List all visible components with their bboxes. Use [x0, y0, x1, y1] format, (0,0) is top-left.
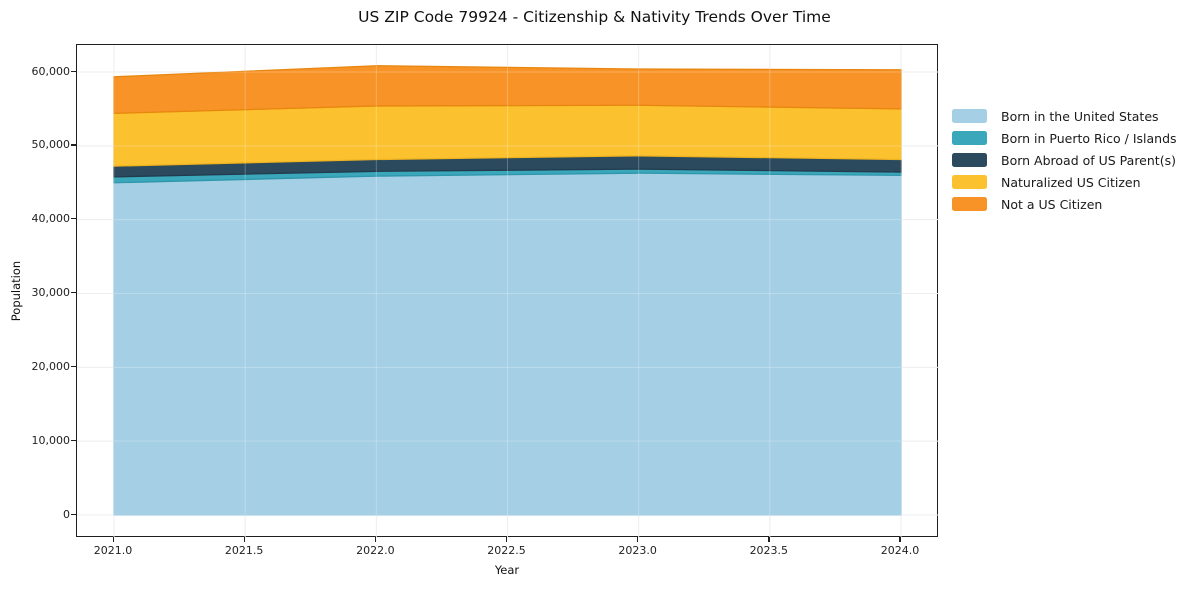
x-tick-mark — [374, 537, 377, 542]
x-tick-mark — [505, 537, 508, 542]
x-tick-mark — [768, 537, 770, 542]
legend-label: Not a US Citizen — [1001, 196, 1103, 212]
chart-legend: Born in the United States Born in Puerto … — [952, 105, 1177, 215]
x-tick-label: 2023.0 — [618, 544, 657, 557]
legend-label: Born Abroad of US Parent(s) — [1001, 152, 1176, 168]
x-tick-mark — [637, 537, 639, 542]
y-tick-mark — [71, 70, 76, 72]
legend-label: Born in Puerto Rico / Islands — [1001, 130, 1177, 146]
x-tick-mark — [899, 537, 901, 542]
x-tick-label: 2024.0 — [880, 544, 920, 557]
y-tick-mark — [71, 218, 76, 220]
y-tick-label: 0 — [63, 507, 70, 521]
legend-swatch — [952, 109, 987, 123]
y-tick-label: 40,000 — [31, 212, 71, 226]
legend-swatch — [952, 197, 987, 211]
x-axis-label: Year — [494, 563, 520, 577]
legend-label: Born in the United States — [1001, 108, 1159, 124]
y-tick-label: 20,000 — [31, 359, 71, 373]
legend-item: Born in Puerto Rico / Islands — [952, 127, 1177, 149]
y-tick-mark — [71, 292, 76, 294]
x-tick-mark — [112, 537, 114, 542]
legend-label: Naturalized US Citizen — [1001, 174, 1141, 190]
y-tick-label: 50,000 — [31, 138, 71, 152]
legend-swatch — [952, 131, 987, 145]
legend-swatch — [952, 175, 987, 189]
plot-area — [76, 44, 939, 538]
y-tick-label: 30,000 — [31, 286, 71, 299]
x-tick-label: 2021.0 — [93, 544, 133, 557]
x-tick-label: 2022.5 — [487, 544, 526, 557]
x-tick-label: 2023.5 — [749, 544, 789, 557]
x-tick-label: 2021.5 — [224, 544, 264, 557]
legend-item: Not a US Citizen — [952, 193, 1177, 215]
legend-item: Born in the United States — [952, 105, 1177, 127]
y-tick-label: 10,000 — [31, 433, 71, 447]
y-tick-mark — [71, 439, 76, 441]
x-tick-mark — [243, 537, 245, 542]
stacked-area-plot — [77, 45, 939, 538]
legend-swatch — [952, 153, 987, 167]
area-series-not-a-us-citizen — [113, 65, 902, 114]
legend-item: Born Abroad of US Parent(s) — [952, 149, 1177, 171]
y-tick-mark — [71, 365, 76, 368]
y-tick-mark — [71, 513, 76, 515]
y-tick-mark — [71, 144, 76, 146]
y-tick-label: 60,000 — [31, 64, 71, 78]
x-tick-label: 2022.0 — [356, 544, 395, 557]
chart-title: US ZIP Code 79924 - Citizenship & Nativi… — [358, 8, 831, 26]
legend-item: Naturalized US Citizen — [952, 171, 1177, 193]
